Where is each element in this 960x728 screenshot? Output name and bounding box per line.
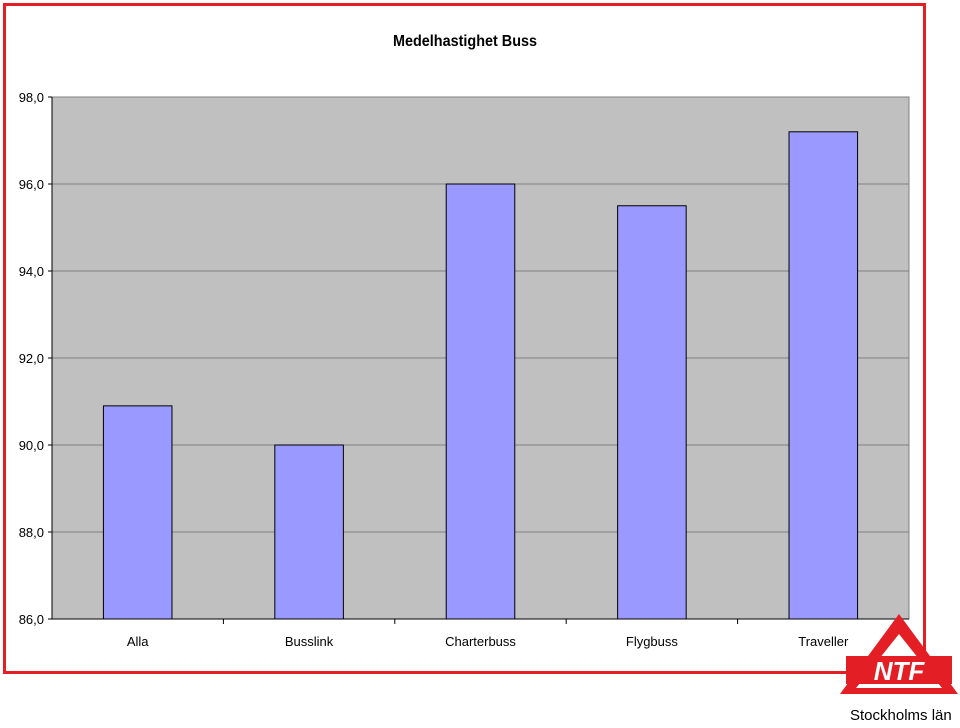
y-tick-label: 98,0 — [19, 90, 44, 105]
ntf-logo: NTF — [840, 614, 958, 694]
bar-alla — [102, 405, 173, 620]
logo-band — [846, 656, 952, 684]
logo-text: NTF — [874, 656, 926, 686]
bar-traveller — [788, 131, 859, 620]
logo-caption: Stockholms län — [850, 707, 952, 724]
y-tick-label: 92,0 — [19, 351, 44, 366]
x-tick-label: Flygbuss — [626, 634, 679, 649]
slide-frame — [3, 3, 926, 674]
y-tick-label: 90,0 — [19, 438, 44, 453]
y-tick-label: 86,0 — [19, 612, 44, 627]
x-tick-label: Busslink — [285, 634, 334, 649]
y-tick-label: 94,0 — [19, 264, 44, 279]
chart-title: Medelhastighet Buss — [392, 33, 538, 50]
bar-busslink — [274, 444, 344, 620]
y-tick-label: 96,0 — [19, 177, 44, 192]
bar-flygbuss — [617, 205, 687, 620]
x-tick-label: Charterbuss — [445, 634, 516, 649]
y-tick-label: 88,0 — [19, 525, 44, 540]
bar-chart: 86,0 88,0 90,0 92,0 94,0 96,0 98,0 Alla Busslink… — [19, 90, 910, 649]
bar-charterbuss — [445, 183, 516, 620]
axes: 86,0 88,0 90,0 92,0 94,0 96,0 98,0 Alla Busslink… — [19, 90, 909, 649]
x-tick-label: Traveller — [798, 634, 849, 649]
x-tick-label: Alla — [127, 634, 149, 649]
